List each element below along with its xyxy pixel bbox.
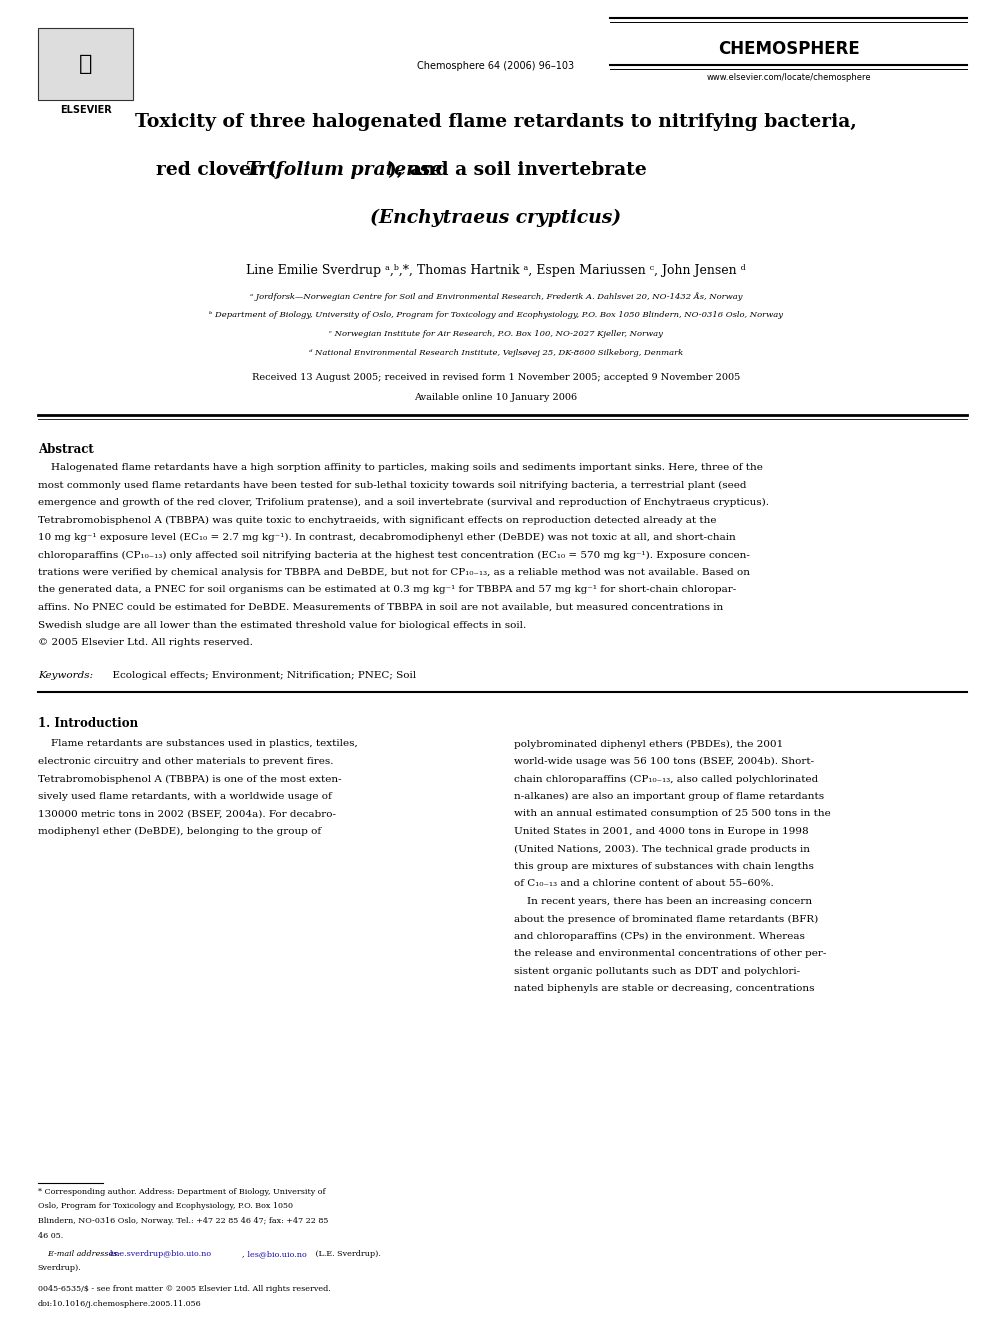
Text: ᵇ Department of Biology, University of Oslo, Program for Toxicology and Ecophysi: ᵇ Department of Biology, University of O… [209,311,783,319]
Text: doi:10.1016/j.chemosphere.2005.11.056: doi:10.1016/j.chemosphere.2005.11.056 [38,1299,201,1307]
Text: Abstract: Abstract [38,443,93,456]
Text: Toxicity of three halogenated flame retardants to nitrifying bacteria,: Toxicity of three halogenated flame reta… [135,112,857,131]
Text: Swedish sludge are all lower than the estimated threshold value for biological e: Swedish sludge are all lower than the es… [38,620,526,630]
Text: 0045-6535/$ - see front matter © 2005 Elsevier Ltd. All rights reserved.: 0045-6535/$ - see front matter © 2005 El… [38,1285,330,1293]
Text: this group are mixtures of substances with chain lengths: this group are mixtures of substances wi… [514,863,813,871]
Text: (Enchytraeus crypticus): (Enchytraeus crypticus) [370,209,622,228]
Text: * Corresponding author. Address: Department of Biology, University of: * Corresponding author. Address: Departm… [38,1188,325,1196]
Text: (United Nations, 2003). The technical grade products in: (United Nations, 2003). The technical gr… [514,844,809,853]
Text: affins. No PNEC could be estimated for DeBDE. Measurements of TBBPA in soil are : affins. No PNEC could be estimated for D… [38,603,723,613]
Text: © 2005 Elsevier Ltd. All rights reserved.: © 2005 Elsevier Ltd. All rights reserved… [38,638,253,647]
Text: ), and a soil invertebrate: ), and a soil invertebrate [388,161,647,179]
Text: sively used flame retardants, with a worldwide usage of: sively used flame retardants, with a wor… [38,792,331,800]
Text: CHEMOSPHERE: CHEMOSPHERE [718,40,859,58]
Text: modiphenyl ether (DeBDE), belonging to the group of: modiphenyl ether (DeBDE), belonging to t… [38,827,320,836]
Text: Chemosphere 64 (2006) 96–103: Chemosphere 64 (2006) 96–103 [418,61,574,71]
Text: polybrominated diphenyl ethers (PBDEs), the 2001: polybrominated diphenyl ethers (PBDEs), … [514,740,783,749]
Text: 10 mg kg⁻¹ exposure level (EC₁₀ = 2.7 mg kg⁻¹). In contrast, decabromodiphenyl e: 10 mg kg⁻¹ exposure level (EC₁₀ = 2.7 mg… [38,533,735,542]
Text: ,: , [242,1250,244,1258]
Text: 46 05.: 46 05. [38,1232,62,1240]
Text: of C₁₀₋₁₃ and a chlorine content of about 55–60%.: of C₁₀₋₁₃ and a chlorine content of abou… [514,880,774,889]
Text: the generated data, a PNEC for soil organisms can be estimated at 0.3 mg kg⁻¹ fo: the generated data, a PNEC for soil orga… [38,586,736,594]
Text: world-wide usage was 56 100 tons (BSEF, 2004b). Short-: world-wide usage was 56 100 tons (BSEF, … [514,757,814,766]
Text: 1. Introduction: 1. Introduction [38,717,138,730]
Text: Received 13 August 2005; received in revised form 1 November 2005; accepted 9 No: Received 13 August 2005; received in rev… [252,373,740,382]
Text: www.elsevier.com/locate/chemosphere: www.elsevier.com/locate/chemosphere [706,73,871,82]
Text: Tetrabromobisphenol A (TBBPA) was quite toxic to enchytraeids, with significant : Tetrabromobisphenol A (TBBPA) was quite … [38,516,716,525]
Text: and chloroparaffins (CPs) in the environment. Whereas: and chloroparaffins (CPs) in the environ… [514,931,805,941]
Text: Halogenated flame retardants have a high sorption affinity to particles, making : Halogenated flame retardants have a high… [38,463,763,472]
Text: ᶜ Norwegian Institute for Air Research, P.O. Box 100, NO-2027 Kjeller, Norway: ᶜ Norwegian Institute for Air Research, … [329,329,663,337]
Text: Oslo, Program for Toxicology and Ecophysiology, P.O. Box 1050: Oslo, Program for Toxicology and Ecophys… [38,1203,293,1211]
Text: chain chloroparaffins (CP₁₀₋₁₃, also called polychlorinated: chain chloroparaffins (CP₁₀₋₁₃, also cal… [514,774,818,783]
Text: Flame retardants are substances used in plastics, textiles,: Flame retardants are substances used in … [38,740,357,749]
Text: the release and environmental concentrations of other per-: the release and environmental concentrat… [514,950,826,958]
Text: line.sverdrup@bio.uio.no: line.sverdrup@bio.uio.no [110,1250,212,1258]
Text: chloroparaffins (CP₁₀₋₁₃) only affected soil nitrifying bacteria at the highest : chloroparaffins (CP₁₀₋₁₃) only affected … [38,550,750,560]
Text: most commonly used flame retardants have been tested for sub-lethal toxicity tow: most commonly used flame retardants have… [38,480,746,490]
Text: Blindern, NO-0316 Oslo, Norway. Tel.: +47 22 85 46 47; fax: +47 22 85: Blindern, NO-0316 Oslo, Norway. Tel.: +4… [38,1217,328,1225]
Text: ᵈ National Environmental Research Institute, Vejlsøvej 25, DK-8600 Silkeborg, De: ᵈ National Environmental Research Instit… [309,349,683,357]
Text: emergence and growth of the red clover, Trifolium pratense), and a soil inverteb: emergence and growth of the red clover, … [38,497,769,507]
Text: red clover (: red clover ( [156,161,276,179]
Text: n-alkanes) are also an important group of flame retardants: n-alkanes) are also an important group o… [514,792,824,802]
Text: sistent organic pollutants such as DDT and polychlori-: sistent organic pollutants such as DDT a… [514,967,800,976]
Text: Trifolium pratense: Trifolium pratense [246,161,442,179]
Text: Keywords:: Keywords: [38,671,93,680]
Text: Sverdrup).: Sverdrup). [38,1265,81,1273]
Text: Ecological effects; Environment; Nitrification; PNEC; Soil: Ecological effects; Environment; Nitrifi… [106,671,416,680]
Text: E-mail addresses:: E-mail addresses: [38,1250,120,1258]
Text: 🌲: 🌲 [78,54,92,74]
Text: with an annual estimated consumption of 25 500 tons in the: with an annual estimated consumption of … [514,810,830,819]
Text: United States in 2001, and 4000 tons in Europe in 1998: United States in 2001, and 4000 tons in … [514,827,808,836]
Text: trations were verified by chemical analysis for TBBPA and DeBDE, but not for CP₁: trations were verified by chemical analy… [38,568,750,577]
Text: Tetrabromobisphenol A (TBBPA) is one of the most exten-: Tetrabromobisphenol A (TBBPA) is one of … [38,774,341,783]
Text: Available online 10 January 2006: Available online 10 January 2006 [415,393,577,402]
Text: nated biphenyls are stable or decreasing, concentrations: nated biphenyls are stable or decreasing… [514,984,814,994]
Text: 130000 metric tons in 2002 (BSEF, 2004a). For decabro-: 130000 metric tons in 2002 (BSEF, 2004a)… [38,810,335,819]
Bar [38,28,133,101]
Text: les@bio.uio.no: les@bio.uio.no [245,1250,307,1258]
Text: (L.E. Sverdrup).: (L.E. Sverdrup). [312,1250,381,1258]
Text: In recent years, there has been an increasing concern: In recent years, there has been an incre… [514,897,812,906]
Text: ᵃ Jordforsk—Norwegian Centre for Soil and Environmental Research, Frederik A. Da: ᵃ Jordforsk—Norwegian Centre for Soil an… [250,292,742,300]
Text: electronic circuitry and other materials to prevent fires.: electronic circuitry and other materials… [38,757,333,766]
Text: ELSEVIER: ELSEVIER [60,105,111,115]
Text: Line Emilie Sverdrup ᵃ,ᵇ,*, Thomas Hartnik ᵃ, Espen Mariussen ᶜ, John Jensen ᵈ: Line Emilie Sverdrup ᵃ,ᵇ,*, Thomas Hartn… [246,265,746,277]
Text: about the presence of brominated flame retardants (BFR): about the presence of brominated flame r… [514,914,818,923]
